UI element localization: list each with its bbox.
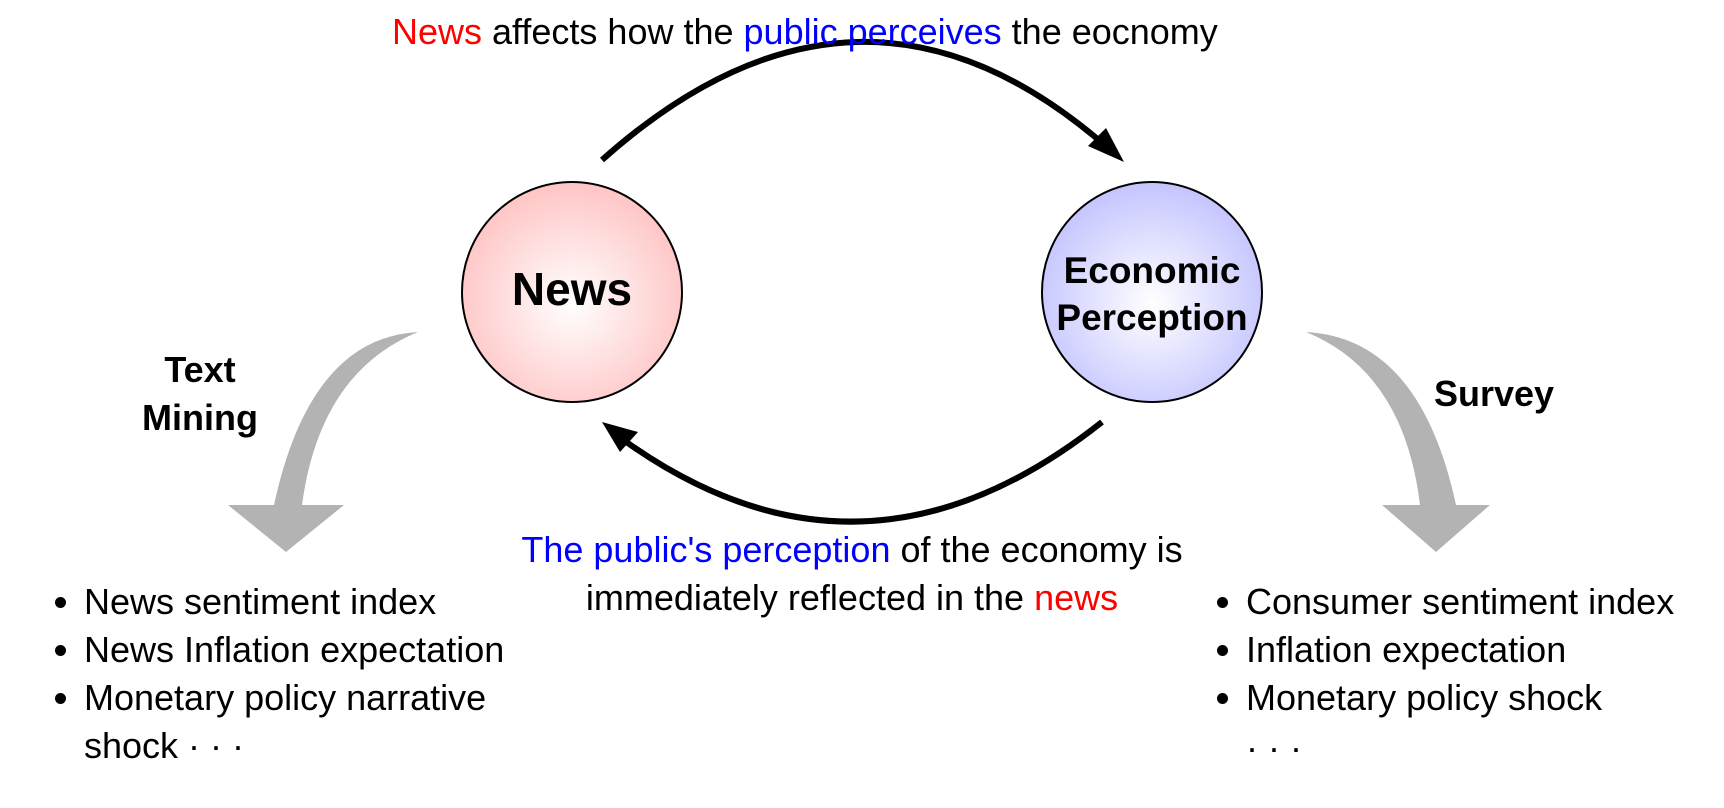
perception-node-label: Economic Perception [1042, 247, 1262, 341]
bottom-caption-news: news [1034, 577, 1119, 618]
bottom-caption: The public's perception of the economy i… [484, 526, 1220, 622]
top-caption-public-perceives: public perceives [743, 11, 1002, 52]
top-caption-affects: affects how the [482, 11, 744, 52]
survey-list: Consumer sentiment index Inflation expec… [1204, 578, 1724, 722]
news-node [461, 181, 683, 403]
bottom-caption-line2: immediately reflected in the news [484, 574, 1220, 622]
text-mining-label: Text Mining [100, 346, 300, 442]
bottom-caption-public-perception: The public's perception [521, 529, 891, 570]
text-mining-list: News sentiment index News Inflation expe… [42, 578, 604, 770]
top-caption-economy: the eocnomy [1001, 11, 1218, 52]
news-node-label: News [511, 263, 633, 315]
bottom-caption-line1: The public's perception of the economy i… [484, 526, 1220, 574]
list-item: News sentiment index [84, 578, 604, 626]
perception-node-label-line1: Economic [1063, 250, 1241, 291]
top-caption-news: News [392, 11, 483, 52]
list-item: News Inflation expectation [84, 626, 604, 674]
bottom-caption-reflected: immediately reflected in the [585, 577, 1035, 618]
text-mining-arrow [228, 332, 418, 552]
perception-to-news-arrow [616, 419, 1104, 525]
text-mining-label-line2: Mining [142, 397, 258, 438]
survey-arrow [1306, 332, 1490, 552]
perception-node [1041, 181, 1263, 403]
survey-list-ellipsis: · · · [1246, 727, 1302, 768]
list-item: Monetary policy shock [1246, 674, 1724, 722]
perception-to-news-arrowhead [602, 422, 638, 452]
top-caption: News affects how the public perceives th… [392, 10, 1218, 54]
text-mining-label-line1: Text [164, 349, 236, 390]
list-item: Monetary policy narrative shock · · · [84, 674, 524, 770]
survey-label: Survey [1434, 373, 1555, 414]
bottom-caption-of-economy: of the economy is [890, 529, 1183, 570]
perception-node-label-line2: Perception [1056, 297, 1248, 338]
news-to-perception-arrow [600, 38, 1110, 163]
list-item: Consumer sentiment index [1246, 578, 1724, 626]
news-to-perception-arrowhead [1088, 128, 1124, 162]
list-item: Inflation expectation [1246, 626, 1724, 674]
